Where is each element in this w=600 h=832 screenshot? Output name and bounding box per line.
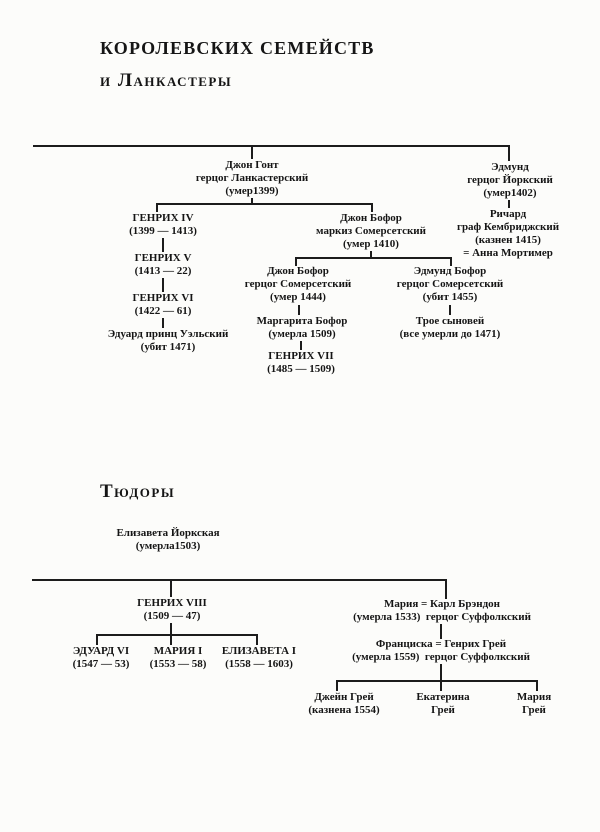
connector-henry6-edward [162,318,164,328]
connector-henry4-henry5 [162,238,164,252]
connector-margaret-henry7 [300,341,302,350]
connector-beaufort-marquis-stub [370,251,372,258]
node-henry4: ГЕНРИХ IV (1399 — 1413) [129,212,197,237]
node-catherine-grey: Екатерина Грей [416,691,470,716]
lancaster-bracket1 [156,203,373,205]
connector-henry4-drop [156,203,158,212]
node-edward6: ЭДУАРД VI (1547 — 53) [72,645,130,670]
connector-marygrey-drop [536,680,538,691]
connector-gaunt-drop [251,145,253,159]
node-john-gaunt: Джон Гонт герцог Ланкастерский (умер1399) [195,159,309,197]
connector-beaufort-marquis-drop [371,203,373,212]
connector-beaufort-duke-drop [295,257,297,266]
node-three-sons: Трое сыновей (все умерли до 1471) [399,315,501,340]
node-margaret-beaufort: Маргарита Бофор (умерла 1509) [256,315,348,340]
connector-henry5-henry6 [162,278,164,292]
node-edmund-york: Эдмунд герцог Йоркский (умер1402) [467,161,553,199]
connector-francisca-stub [440,664,442,682]
lancaster-top-line [33,145,510,147]
connector-mary1-drop [170,634,172,645]
connector-elizabeth1-drop [256,634,258,645]
connector-henry8-stub [170,623,172,635]
connector-edward6-drop [96,634,98,645]
connector-edmund-york-drop [508,145,510,161]
tudor-top-line [32,579,447,581]
node-john-beaufort-marquis: Джон Бофор маркиз Сомерсетский (умер 1410) [316,212,426,250]
connector-jane-drop [336,680,338,691]
node-francisca-grey: Франциска = Генрих Грей (умерла 1559) гер… [352,638,530,663]
node-henry7: ГЕНРИХ VII (1485 — 1509) [267,350,335,375]
node-jane-grey: Джейн Грей (казнена 1554) [308,691,380,716]
connector-york-richard [508,200,510,208]
connector-henry8-drop [170,579,172,597]
tudors-heading: Тюдоры [100,481,176,502]
node-john-beaufort-duke: Джон Бофор герцог Сомерсетский (умер 1444) [244,265,352,303]
node-edward-wales: Эдуард принц Уэльский (убит 1471) [107,328,229,353]
node-henry5: ГЕНРИХ V (1413 — 22) [134,252,192,277]
connector-catherine-drop [440,680,442,691]
page-title-line1: КОРОЛЕВСКИХ СЕМЕЙСТВ [100,38,375,58]
node-elizabeth-york: Елизавета Йоркская (умерла1503) [116,527,220,552]
connector-gaunt-stub [251,198,253,205]
page-title-line2: и Ланкастеры [100,70,233,91]
node-mary-brandon: Мария = Карл Брэндон (умерла 1533) герцог… [353,598,531,623]
node-henry8: ГЕНРИХ VIII (1509 — 47) [137,597,207,622]
node-edmund-beaufort: Эдмунд Бофор герцог Сомерсетский (убит 145… [396,265,504,303]
lancaster-bracket2 [295,257,452,259]
node-mary1: МАРИЯ I (1553 — 58) [149,645,207,670]
connector-mary-brandon-drop [445,579,447,599]
tudor-bracket1 [96,634,258,636]
node-henry6: ГЕНРИХ VI (1422 — 61) [132,292,194,317]
connector-brandon-francisca [440,624,442,639]
connector-edmundb-sons [449,305,451,315]
tudor-bracket2 [336,680,538,682]
node-richard-cambridge: Ричард граф Кембриджский (казнен 1415) = Ан… [456,208,560,259]
connector-duke-margaret [298,305,300,315]
connector-edmund-beaufort-drop [450,257,452,266]
node-elizabeth1: ЕЛИЗАВЕТА I (1558 — 1603) [221,645,297,670]
node-mary-grey: Мария Грей [516,691,552,716]
